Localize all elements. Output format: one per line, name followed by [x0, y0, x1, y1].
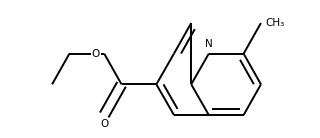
- Text: O: O: [92, 49, 100, 59]
- Text: O: O: [100, 119, 108, 129]
- Text: N: N: [205, 39, 213, 49]
- Text: CH₃: CH₃: [265, 18, 284, 28]
